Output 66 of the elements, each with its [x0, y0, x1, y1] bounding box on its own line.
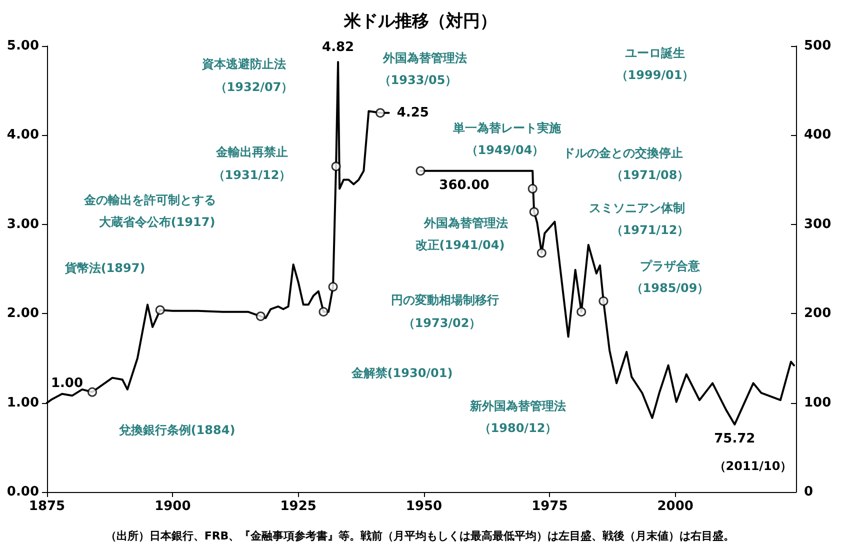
data-label: 4.82 — [322, 40, 354, 56]
annotation: 資本逃避防止法 — [201, 57, 286, 71]
point — [256, 312, 266, 322]
point — [598, 296, 608, 306]
annotation: ユーロ誕生 — [625, 46, 685, 60]
annotation: 金輸出再禁止 — [215, 145, 288, 159]
chart-title: 米ドル推移（対円） — [343, 12, 497, 32]
y2-tick-label: 300 — [804, 216, 832, 232]
annotation: （1985/09） — [630, 281, 710, 295]
y2-tick-label: 200 — [804, 306, 832, 322]
point — [376, 108, 386, 118]
annotation: （1931/12） — [212, 168, 292, 182]
data-label: 4.25 — [396, 105, 429, 120]
annotation: 外国為替管理法 — [423, 216, 508, 230]
annotation: （1933/05） — [378, 73, 458, 87]
x-tick-label: 2000 — [657, 499, 694, 514]
annotation: 改正(1941/04) — [415, 238, 505, 252]
y2-tick-label: 100 — [804, 395, 832, 410]
x-tick-label: 1950 — [406, 499, 442, 514]
point — [88, 387, 97, 397]
point — [416, 166, 426, 176]
x-tick-label: 1875 — [28, 499, 66, 514]
annotation: 外国為替管理法 — [382, 51, 467, 65]
point — [328, 282, 338, 292]
annotation: プラザ合意 — [640, 259, 701, 273]
point — [576, 307, 586, 317]
y-tick-label: 2.00 — [6, 306, 39, 322]
annotation: スミソニアン体制 — [589, 201, 685, 215]
y-tick-label: 1.00 — [6, 395, 39, 410]
annotation: （2011/10） — [714, 459, 792, 473]
annotation: （1971/08） — [610, 168, 690, 182]
text: （出所）日本銀行、FRB、『金融事項参考書』等。戦前（月平均もしくは最高最低平均）は左目盛、戦後（月末値）は右目盛。 — [105, 530, 735, 542]
annotation: ドルの金との交換停止 — [563, 146, 683, 160]
annotation: 貨幣法(1897) — [64, 261, 146, 275]
point — [529, 207, 539, 217]
y-tick-label: 0.00 — [6, 484, 39, 500]
x-tick-label: 1975 — [532, 499, 568, 514]
y2-tick-label: 400 — [804, 128, 832, 143]
annotation: 兌換銀行条例(1884) — [118, 423, 236, 437]
annotation: 円の変動相場制移行 — [391, 293, 499, 307]
y-tick-label: 5.00 — [6, 38, 39, 54]
annotation: （1971/12） — [610, 223, 690, 237]
annotation: 金解禁(1930/01) — [350, 366, 453, 380]
annotation: 単一為替レート実施 — [452, 121, 562, 135]
y-tick-label: 4.00 — [6, 128, 39, 143]
annotation: （1949/04） — [466, 143, 544, 157]
point — [155, 305, 165, 315]
data-label: 1.00 — [50, 376, 84, 391]
annotation: （1980/12） — [478, 421, 558, 435]
x-tick-label: 1900 — [154, 499, 191, 514]
annotation: （1932/07） — [214, 80, 294, 94]
point — [528, 184, 538, 194]
annotation: 新外国為替管理法 — [469, 399, 566, 413]
y-tick-label: 3.00 — [6, 216, 39, 232]
annotation: （1999/01） — [616, 68, 694, 82]
annotation: 大蔵省令公布(1917) — [98, 215, 216, 229]
y2-tick-label: 0 — [804, 484, 814, 500]
annotation: 金の輸出を許可制とする — [83, 193, 216, 207]
data-label: 360.00 — [439, 178, 490, 193]
point — [318, 307, 328, 317]
point — [331, 162, 341, 172]
y2-tick-label: 500 — [804, 38, 832, 54]
annotation: （1973/02） — [402, 316, 482, 330]
x-tick-label: 1925 — [280, 499, 316, 514]
data-label: 75.72 — [714, 432, 756, 447]
point — [536, 248, 546, 258]
